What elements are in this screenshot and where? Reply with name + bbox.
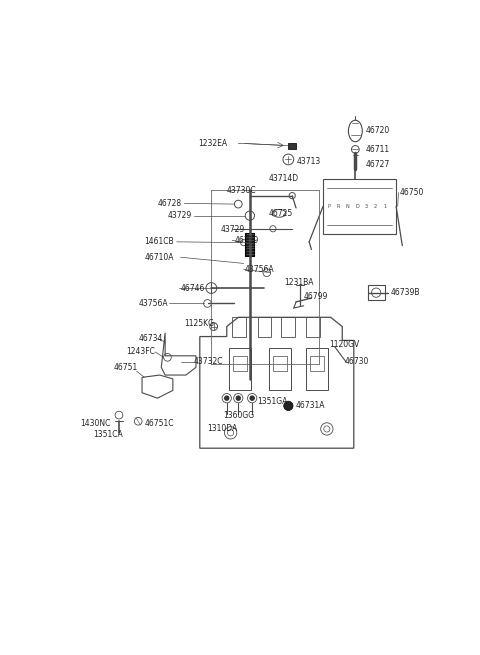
Text: 46730: 46730	[345, 358, 369, 366]
Text: R: R	[336, 204, 340, 209]
Text: 1125KG: 1125KG	[184, 319, 215, 328]
Text: 1461CB: 1461CB	[144, 237, 174, 246]
Bar	[269, 348, 291, 390]
Bar	[288, 143, 296, 149]
Text: 1232EA: 1232EA	[198, 139, 228, 148]
Text: 46739B: 46739B	[391, 288, 420, 297]
Text: 46731A: 46731A	[296, 402, 325, 410]
Text: 46751C: 46751C	[144, 419, 174, 428]
Text: 43732C: 43732C	[193, 358, 223, 366]
Text: 3: 3	[364, 204, 368, 209]
Text: 46720: 46720	[365, 126, 390, 136]
Bar	[323, 179, 396, 234]
Text: 46734: 46734	[138, 334, 163, 343]
Text: 46799: 46799	[304, 292, 328, 301]
Text: 46711: 46711	[365, 145, 389, 154]
Bar	[273, 356, 287, 371]
Bar	[232, 317, 246, 337]
Text: 1360GG: 1360GG	[223, 411, 254, 421]
Circle shape	[284, 402, 293, 411]
Text: 46746: 46746	[180, 284, 205, 293]
Circle shape	[225, 396, 229, 400]
Text: 46750: 46750	[400, 188, 424, 197]
Bar	[258, 317, 271, 337]
Text: 43714D: 43714D	[269, 174, 299, 183]
Text: 43713: 43713	[297, 157, 321, 166]
Bar	[306, 348, 328, 390]
Bar	[310, 356, 324, 371]
Text: 43730C: 43730C	[227, 186, 256, 195]
Circle shape	[250, 396, 254, 400]
Text: 1: 1	[383, 204, 386, 209]
Bar	[306, 317, 320, 337]
Text: 43729: 43729	[168, 211, 192, 220]
Text: 1351GA: 1351GA	[258, 398, 288, 407]
Bar	[281, 317, 295, 337]
Text: 1243FC: 1243FC	[127, 347, 156, 356]
Text: 1310DA: 1310DA	[207, 424, 238, 434]
Text: 2: 2	[374, 204, 377, 209]
Text: 46710A: 46710A	[144, 253, 174, 262]
Bar	[229, 348, 251, 390]
Text: P: P	[328, 204, 331, 209]
Text: 43756A: 43756A	[138, 299, 168, 308]
Text: 46751: 46751	[114, 363, 138, 372]
Text: 1430NC: 1430NC	[81, 419, 111, 428]
Text: 1120GV: 1120GV	[329, 340, 360, 348]
Text: D: D	[355, 204, 359, 209]
Text: N: N	[346, 204, 349, 209]
Text: 46719: 46719	[234, 236, 259, 245]
Text: 1351CA: 1351CA	[94, 430, 123, 439]
Text: 1231BA: 1231BA	[285, 278, 314, 287]
Text: 43756A: 43756A	[244, 265, 274, 274]
Bar	[233, 356, 247, 371]
Text: 43729: 43729	[221, 225, 245, 234]
Text: 46727: 46727	[365, 160, 390, 170]
Text: 46728: 46728	[157, 199, 181, 208]
Text: 46725: 46725	[269, 209, 293, 218]
Circle shape	[236, 396, 240, 400]
Bar	[245, 233, 254, 255]
Bar	[368, 285, 384, 301]
